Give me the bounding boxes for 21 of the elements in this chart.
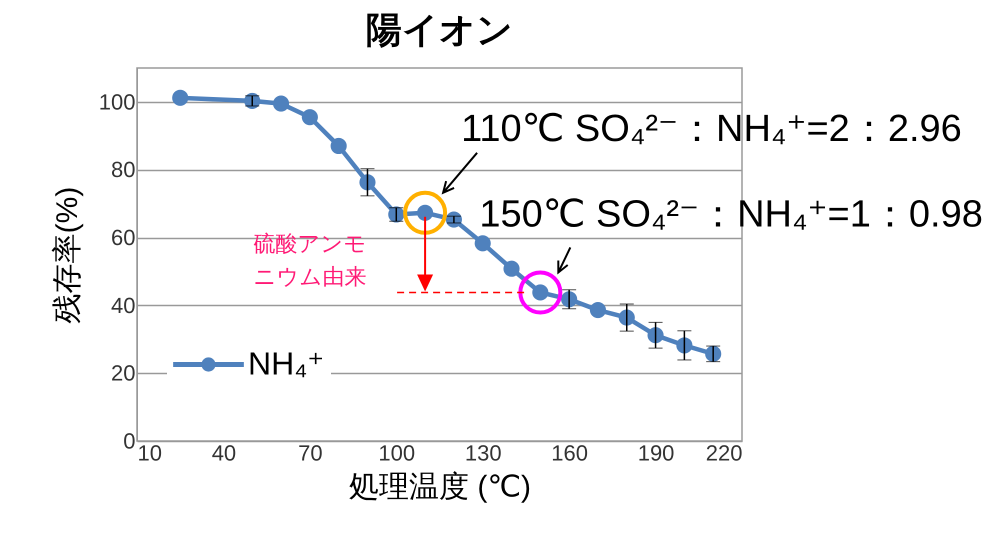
x-tick-label: 160 (551, 440, 588, 466)
x-tick-label: 190 (638, 440, 674, 466)
y-tick-label: 0 (123, 428, 136, 454)
annotation: 硫酸アンモニウム由来 (254, 231, 366, 289)
y-tick-label: 80 (111, 157, 136, 182)
y-tick-label: 20 (111, 360, 136, 386)
x-axis-title: 処理温度 (℃) (348, 470, 532, 504)
x-tick-label: 70 (298, 440, 323, 466)
x-tick-label: 130 (464, 440, 502, 466)
x-tick-label: 10 (138, 440, 162, 466)
x-tick-label: 100 (378, 440, 416, 466)
y-axis-title: 残存率(%) (50, 186, 84, 324)
y-tick-label: 60 (111, 225, 136, 250)
x-tick-label: 40 (212, 440, 236, 466)
y-tick-label: 40 (111, 292, 136, 318)
annotation: 110℃ SO₄²⁻：NH₄⁺=2：2.96 (461, 108, 962, 150)
annotation: 150℃ SO₄²⁻：NH₄⁺=1：0.98 (479, 193, 983, 236)
y-tick-label: 100 (98, 89, 136, 114)
legend-label: NH₄⁺ (248, 346, 324, 382)
x-tick-label: 220 (706, 440, 742, 466)
chart-title: 陽イオン (366, 9, 513, 50)
